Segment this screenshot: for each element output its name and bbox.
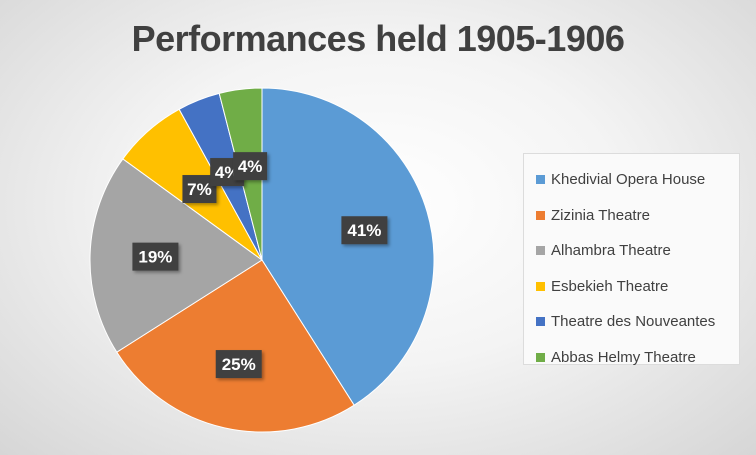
pie-slice-zizinia-theatre <box>116 259 355 433</box>
legend-item-esbekieh-theatre: Esbekieh Theatre <box>536 269 739 305</box>
data-label-abbas-helmy-theatre: 4% <box>233 152 268 181</box>
legend: Khedivial Opera House Zizinia Theatre Alha… <box>523 153 740 366</box>
data-label-text: 41% <box>347 221 381 240</box>
legend-item-abbas-helmy-theatre: Abbas Helmy Theatre <box>536 340 739 376</box>
legend-label: Alhambra Theatre <box>551 242 671 260</box>
legend-item-zizinia-theatre: Zizinia Theatre <box>536 198 739 234</box>
legend-label: Theatre des Nouveantes <box>551 313 716 331</box>
legend-item-alhambra-theatre: Alhambra Theatre <box>536 233 739 269</box>
legend-swatch <box>536 210 545 220</box>
data-label-alhambra-theatre: 19% <box>132 242 179 271</box>
data-label-text: 25% <box>222 355 256 374</box>
data-label-box <box>341 216 388 245</box>
legend-item-khedivial-opera-house: Khedivial Opera House <box>536 162 739 198</box>
data-label-zizinia-theatre: 25% <box>215 350 262 379</box>
legend-label: Esbekieh Theatre <box>551 277 669 295</box>
legend-item-theatre-des-nouveantes: Theatre des Nouveantes <box>536 304 739 340</box>
legend-label: Zizinia Theatre <box>551 206 650 224</box>
data-label-box <box>132 242 179 271</box>
pie-slice-khedivial-opera-house <box>261 87 435 406</box>
data-label-box <box>215 350 262 379</box>
data-label-text: 7% <box>187 180 212 199</box>
data-label-text: 19% <box>138 248 172 267</box>
data-label-khedivial-opera-house: 41% <box>341 216 388 245</box>
legend-label: Khedivial Opera House <box>551 171 706 189</box>
legend-swatch <box>536 317 545 327</box>
chart-title: Performances held 1905-1906 <box>131 18 625 59</box>
legend-label: Abbas Helmy Theatre <box>551 348 696 366</box>
legend-swatch <box>536 246 545 256</box>
data-label-box <box>233 152 268 181</box>
legend-swatch <box>536 281 545 291</box>
legend-swatch <box>536 175 545 185</box>
legend-swatch <box>536 352 545 362</box>
data-label-text: 4% <box>238 157 263 176</box>
